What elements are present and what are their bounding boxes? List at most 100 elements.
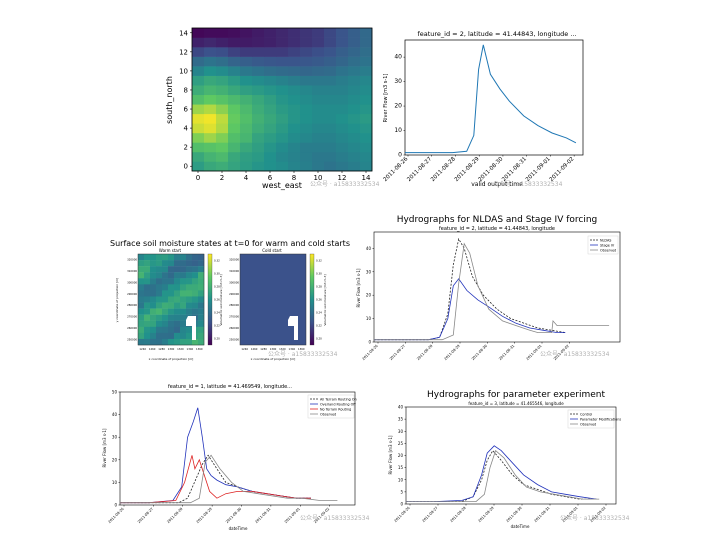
soil-cold-x-tick-label: 1300 [270, 347, 277, 351]
soil-warm-colorbar-tick: 0.28 [214, 285, 220, 289]
heatmap-cell [336, 37, 349, 48]
heatmap-cell [264, 123, 277, 134]
heatmap-y-tick-label: 2 [184, 144, 188, 152]
soil-warm-cell [180, 338, 187, 346]
soil-warm-cell [186, 296, 193, 303]
heatmap-x-tick-label: 2 [220, 174, 224, 182]
heatmap-cell [300, 113, 313, 124]
river-flow-chart: feature_id = 2, latitude = 41.44843, lon… [383, 30, 584, 188]
x-tick-label: 2011-08-31 [254, 507, 271, 524]
soil-warm-cell [162, 308, 169, 315]
heatmap-cell [252, 37, 265, 48]
series-line [120, 407, 311, 504]
soil-warm-cell [198, 314, 205, 321]
river-flow-title: feature_id = 2, latitude = 41.44843, lon… [417, 30, 576, 38]
heatmap-chart: 0 2 4 6 8 10 12 14 0 2 4 6 8 10 12 14 west_east south_n… [165, 27, 373, 190]
soil-warm-cell [156, 308, 163, 315]
soil-cold-colorbar-tick: 0.28 [316, 285, 322, 289]
soil-warm-cell [180, 278, 187, 285]
heatmap-cell [252, 75, 265, 86]
soil-warm-cell [168, 314, 175, 321]
x-tick-label: 2011-08-31 [498, 344, 515, 361]
x-tick-label: 2011-08-26 [107, 507, 124, 524]
soil-warm-cell [162, 266, 169, 273]
soil-warm-cell [138, 320, 145, 327]
soil-warm-cell [138, 284, 145, 291]
soil-warm-cell [150, 326, 157, 334]
heatmap-x-tick-label: 0 [196, 174, 200, 182]
heatmap-cell [228, 113, 241, 124]
heatmap-cell [288, 85, 301, 96]
heatmap-cell [252, 66, 265, 76]
soil-warm-subtitle: Warm start [159, 248, 182, 253]
heatmap-cell [348, 161, 361, 172]
soil-warm-cell [174, 326, 181, 334]
soil-warm-cell [198, 320, 205, 327]
soil-cold-y-tick-label: 260000 [229, 326, 239, 330]
heatmap-cell [348, 37, 361, 48]
y-tick-label: 40 [366, 246, 372, 251]
heatmap-cell [216, 142, 229, 153]
soil-warm-cell [162, 302, 169, 309]
param-y-label: River Flow [m3 s-1] [388, 435, 393, 474]
soil-warm-y-tick-label: 290000 [127, 292, 137, 296]
heatmap-cell [312, 94, 325, 105]
soil-warm-cell [192, 266, 199, 273]
heatmap-cell [276, 104, 289, 115]
soil-warm-cell [198, 326, 205, 334]
y-tick-label: 0 [368, 340, 371, 345]
soil-warm-cell [192, 302, 199, 309]
heatmap-cell [276, 123, 289, 134]
heatmap-cell [336, 161, 349, 172]
heatmap-cell [288, 56, 301, 67]
soil-warm-cell [162, 254, 169, 261]
heatmap-cell [288, 47, 301, 57]
heatmap-cell [324, 132, 337, 143]
x-tick-label: 2011-08-28 [416, 344, 433, 361]
soil-warm-colorbar-tick: 0.24 [214, 311, 220, 315]
heatmap-cell [204, 47, 217, 57]
heatmap-cell [312, 56, 325, 67]
soil-warm-cell [144, 266, 151, 273]
soil-warm-cell [162, 290, 169, 297]
heatmap-cell [360, 66, 373, 76]
heatmap-cell [312, 151, 325, 162]
heatmap-cell [240, 113, 253, 124]
soil-warm-cell [186, 290, 193, 297]
soil-warm-cell [174, 278, 181, 285]
nldas-y-label: River Flow [m3 s-1] [356, 268, 361, 307]
heatmap-cell [264, 66, 277, 76]
soil-title: Surface soil moisture states at t=0 for … [110, 239, 350, 248]
heatmap-cell [288, 75, 301, 86]
heatmap-cell [324, 142, 337, 153]
soil-warm-cell [144, 296, 151, 303]
watermark: 公众号 · a15833332534 [300, 515, 370, 522]
y-tick-label: 40 [112, 412, 118, 417]
heatmap-y-tick-label: 8 [184, 86, 188, 94]
heatmap-y-tick-label: 4 [184, 125, 189, 133]
soil-warm-cell [162, 296, 169, 303]
soil-warm-cell [180, 332, 187, 340]
soil-warm-cell [168, 320, 175, 327]
heatmap-cell [228, 123, 241, 134]
heatmap-cell [228, 85, 241, 96]
soil-warm-cell [186, 266, 193, 273]
soil-warm-cell [168, 266, 175, 273]
soil-warm-cell [138, 326, 145, 334]
heatmap-cell [228, 28, 241, 38]
heatmap-cell [252, 123, 265, 134]
soil-cold-x-tick-label: 1340 [289, 347, 296, 351]
soil-cold-colorbar [309, 253, 315, 346]
heatmap-cell [252, 151, 265, 162]
heatmap-cell [252, 28, 265, 38]
soil-warm-cell [174, 266, 181, 273]
soil-warm-cell [150, 284, 157, 291]
soil-warm-cell [192, 272, 199, 279]
heatmap-cell [288, 37, 301, 48]
soil-cold-y-tick-label: 320000 [229, 258, 239, 262]
soil-warm-cell [156, 254, 163, 261]
heatmap-cell [336, 47, 349, 57]
heatmap-cell [276, 37, 289, 48]
soil-warm-cell [198, 260, 205, 267]
series-line [374, 278, 566, 341]
